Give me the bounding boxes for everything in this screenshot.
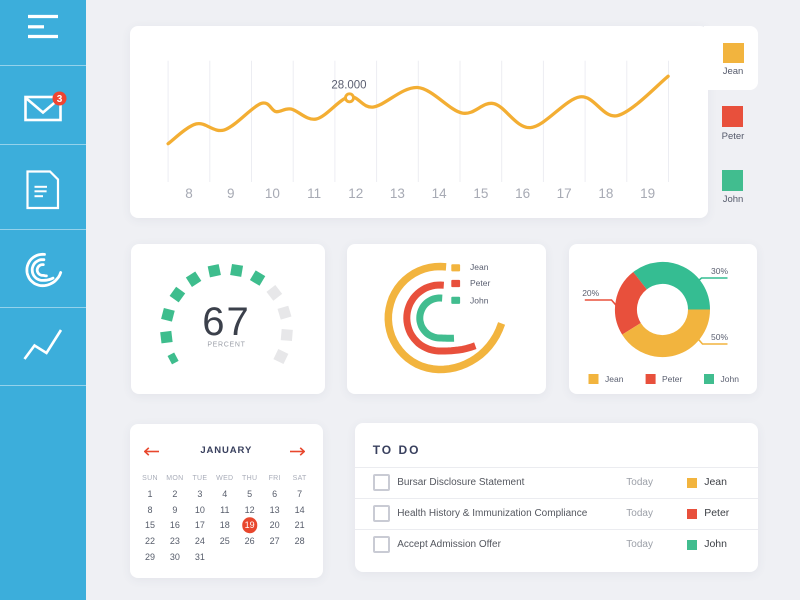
svg-text:28.000: 28.000: [331, 80, 366, 92]
svg-text:10: 10: [265, 186, 280, 201]
svg-text:John: John: [470, 296, 489, 306]
svg-text:13: 13: [390, 186, 405, 201]
svg-text:19: 19: [640, 186, 655, 201]
svg-text:Peter: Peter: [470, 278, 490, 288]
svg-text:30%: 30%: [711, 266, 728, 276]
svg-text:15: 15: [473, 186, 488, 201]
svg-text:17: 17: [557, 186, 572, 201]
svg-text:9: 9: [227, 186, 235, 201]
svg-text:16: 16: [515, 186, 530, 201]
svg-text:John: John: [721, 374, 740, 384]
svg-text:67: 67: [202, 300, 251, 344]
svg-text:20%: 20%: [582, 288, 599, 298]
svg-text:3: 3: [57, 94, 63, 105]
svg-text:Peter: Peter: [662, 374, 682, 384]
svg-text:8: 8: [185, 186, 193, 201]
svg-text:Jean: Jean: [605, 374, 624, 384]
svg-text:PERCENT: PERCENT: [207, 342, 245, 349]
svg-text:Jean: Jean: [470, 262, 489, 272]
svg-text:14: 14: [432, 186, 448, 201]
svg-text:12: 12: [348, 186, 363, 201]
svg-text:50%: 50%: [711, 332, 728, 342]
svg-text:11: 11: [307, 186, 321, 201]
svg-text:18: 18: [598, 186, 613, 201]
